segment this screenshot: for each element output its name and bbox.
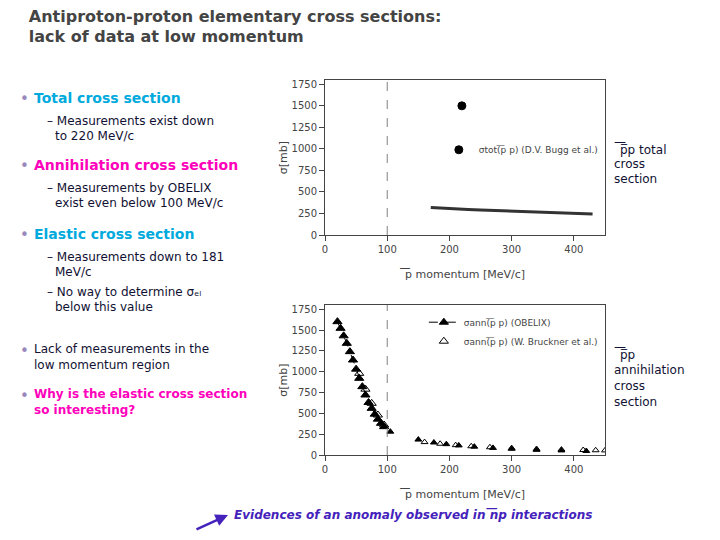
svg-text:σ[mb]: σ[mb] <box>277 363 290 396</box>
svg-text:200: 200 <box>440 464 459 475</box>
svg-text:1000: 1000 <box>292 143 317 154</box>
svg-text:•: • <box>20 90 29 108</box>
svg-text:Elastic cross section: Elastic cross section <box>34 226 194 242</box>
svg-text:exist even below 100 MeV/c: exist even below 100 MeV/c <box>55 196 223 210</box>
svg-text:1000: 1000 <box>292 366 317 377</box>
svg-text:Lack of measurements in the: Lack of measurements in the <box>34 342 209 356</box>
svg-text:͞p momentum [MeV/c]: ͞p momentum [MeV/c] <box>400 488 525 501</box>
svg-text:σ[mb]: σ[mb] <box>277 141 290 174</box>
svg-text:Evidences of an anomaly observ: Evidences of an anomaly observed in ͞np … <box>234 508 592 522</box>
svg-text:σann(͞p p) (W. Bruckner et al.: σann(͞p p) (W. Bruckner et al.) <box>464 337 598 347</box>
svg-text:200: 200 <box>440 244 459 255</box>
svg-text:•: • <box>20 157 29 175</box>
svg-text:250: 250 <box>298 429 317 440</box>
svg-text:1500: 1500 <box>292 325 317 336</box>
svg-text:annihilation: annihilation <box>614 363 685 377</box>
svg-text:1250: 1250 <box>292 122 317 133</box>
svg-text:to 220 MeV/c: to 220 MeV/c <box>55 129 134 143</box>
svg-text:1250: 1250 <box>292 345 317 356</box>
svg-text:750: 750 <box>298 387 317 398</box>
svg-text:σann(͞p p) (OBELIX): σann(͞p p) (OBELIX) <box>464 318 551 328</box>
svg-text:Annihilation cross section: Annihilation cross section <box>34 157 238 173</box>
svg-text:100: 100 <box>378 464 397 475</box>
svg-text:0: 0 <box>322 244 328 255</box>
svg-text:250: 250 <box>298 208 317 219</box>
svg-text:– Measurements exist down: – Measurements exist down <box>47 114 214 128</box>
svg-text:– Measurements by OBELIX: – Measurements by OBELIX <box>47 181 212 195</box>
svg-text:•: • <box>20 387 29 405</box>
svg-text:Why is the elastic cross secti: Why is the elastic cross section <box>34 387 247 401</box>
svg-text:section: section <box>614 395 657 409</box>
svg-text:500: 500 <box>298 186 317 197</box>
svg-text:σtot(͞p p) (D.V. Bugg et al.): σtot(͞p p) (D.V. Bugg et al.) <box>479 145 598 155</box>
svg-text:MeV/c: MeV/c <box>55 265 92 279</box>
svg-text:low momentum region: low momentum region <box>34 358 170 372</box>
svg-text:1750: 1750 <box>292 79 317 90</box>
svg-text:section: section <box>614 172 657 186</box>
svg-text:750: 750 <box>298 165 317 176</box>
svg-text:͞p momentum [MeV/c]: ͞p momentum [MeV/c] <box>400 268 525 281</box>
svg-text:cross: cross <box>614 157 645 171</box>
svg-text:400: 400 <box>564 464 583 475</box>
svg-text:100: 100 <box>378 244 397 255</box>
svg-text:͞p̅p total: ͞p̅p total <box>614 142 667 157</box>
svg-text:1500: 1500 <box>292 100 317 111</box>
svg-text:0: 0 <box>311 450 317 461</box>
svg-text:below this value: below this value <box>55 300 153 314</box>
svg-text:•: • <box>20 342 29 360</box>
svg-text:Antiproton-proton elementary c: Antiproton-proton elementary cross secti… <box>29 7 442 47</box>
svg-text:– Measurements down to 181: – Measurements down to 181 <box>47 250 224 264</box>
svg-text:– No way to determine σₑₗ: – No way to determine σₑₗ <box>47 285 201 299</box>
svg-text:300: 300 <box>502 244 521 255</box>
svg-text:so interesting?: so interesting? <box>34 403 135 417</box>
svg-text:0: 0 <box>311 230 317 241</box>
svg-text:300: 300 <box>502 464 521 475</box>
svg-text:400: 400 <box>564 244 583 255</box>
svg-text:͞p̅p: ͞p̅p <box>614 347 635 362</box>
svg-text:•: • <box>20 226 29 244</box>
svg-text:1750: 1750 <box>292 304 317 315</box>
svg-text:500: 500 <box>298 408 317 419</box>
svg-text:Total cross section: Total cross section <box>34 90 181 106</box>
svg-text:0: 0 <box>322 464 328 475</box>
svg-text:cross: cross <box>614 379 645 393</box>
